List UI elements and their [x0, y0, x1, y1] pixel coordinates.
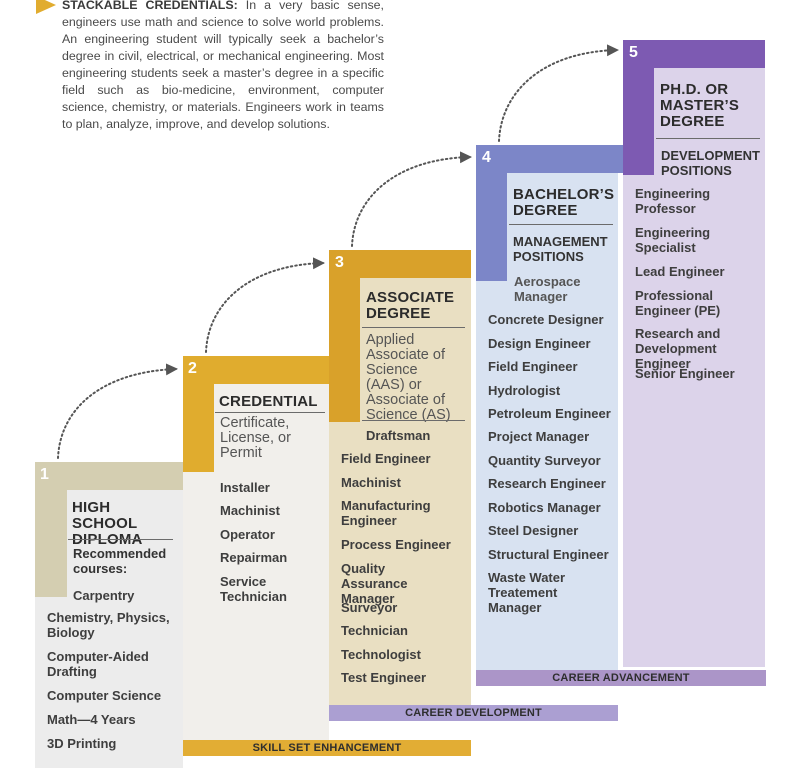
step2-rule	[215, 412, 325, 413]
step2-item: Machinist	[220, 503, 280, 518]
step3-item: Process Engineer	[341, 537, 451, 552]
step5-number: 5	[629, 44, 638, 61]
step3-item: Field Engineer	[341, 451, 431, 466]
step4-item: Quantity Surveyor	[488, 453, 601, 468]
step3-left-bar	[329, 278, 360, 422]
step1-item: 3D Printing	[47, 736, 117, 751]
step2-subtitle: Certificate, License, or Permit	[220, 415, 291, 461]
step1-item: Carpentry	[73, 588, 135, 603]
arrow-1-to-2	[57, 363, 178, 459]
step1-rule	[68, 539, 173, 540]
intro-body: In a very basic sense, engineers use mat…	[62, 0, 384, 131]
step1-item: Computer Science	[47, 688, 162, 703]
step5-left-bar	[623, 68, 654, 175]
step3-subtitle: Applied Associate of Science (AAS) or As…	[366, 332, 451, 423]
step2-number: 2	[188, 360, 197, 377]
step1-item: Math—4 Years	[47, 712, 136, 727]
step4-item: Waste Water Treatement Manager	[488, 570, 566, 615]
step2-item: Repairman	[220, 550, 288, 565]
step5-item: Engineering Professor	[635, 186, 711, 216]
step1-number: 1	[40, 466, 49, 483]
step2-header-block	[183, 356, 329, 384]
step2-item: Operator	[220, 527, 275, 542]
step4-subhead: MANAGEMENT POSITIONS	[513, 234, 608, 264]
step2-item: Service Technician	[220, 574, 287, 604]
step4-left-bar	[476, 173, 507, 281]
step2-item: Installer	[220, 480, 270, 495]
step3-item: Technologist	[341, 647, 421, 662]
step3-item: Draftsman	[366, 428, 431, 443]
step3-number: 3	[335, 254, 344, 271]
step3-item: Manufacturing Engineer	[341, 498, 431, 528]
step4-number: 4	[482, 149, 491, 166]
step5-header-block	[623, 40, 765, 68]
step3-item: Quality Assurance Manager	[341, 561, 408, 606]
step5-item: Engineering Specialist	[635, 225, 711, 255]
step5-rule	[656, 138, 760, 139]
step1-subhead: Recommended courses:	[73, 546, 167, 576]
step4-item: Steel Designer	[488, 523, 579, 538]
step2-left-bar	[183, 384, 214, 472]
step1-item: Chemistry, Physics, Biology	[47, 610, 170, 640]
step4-item: Hydrologist	[488, 383, 561, 398]
intro-paragraph: STACKABLE CREDENTIALS: In a very basic s…	[62, 0, 384, 133]
arrow-2-to-3	[205, 257, 325, 353]
step1-title: HIGH SCHOOL DIPLOMA	[72, 499, 143, 548]
step5-item: Senior Engineer	[635, 366, 735, 381]
step3-item: Surveyor	[341, 600, 398, 615]
step4-item: Field Engineer	[488, 359, 578, 374]
intro-arrow	[36, 0, 56, 14]
step4-item: Concrete Designer	[488, 312, 604, 327]
step5-item: Research and Development Engineer	[635, 326, 721, 371]
step3-rule	[362, 327, 465, 328]
arrow-3-to-4	[351, 151, 472, 247]
step4-rule	[509, 224, 613, 225]
career-advancement-band: CAREER ADVANCEMENT	[476, 670, 766, 686]
step4-item: Project Manager	[488, 429, 590, 444]
step4-item: Petroleum Engineer	[488, 406, 611, 421]
step1-left-bar	[35, 490, 67, 597]
step3-title: ASSOCIATE DEGREE	[366, 289, 455, 322]
step1-header-block	[35, 462, 183, 490]
step5-title: PH.D. OR MASTER’S DEGREE	[660, 81, 740, 130]
step3-item: Technician	[341, 623, 408, 638]
skill-set-enhancement-band: SKILL SET ENHANCEMENT	[183, 740, 471, 756]
intro-lead: STACKABLE CREDENTIALS:	[62, 0, 238, 12]
step4-item: Robotics Manager	[488, 500, 601, 515]
step5-item: Professional Engineer (PE)	[635, 288, 721, 318]
step4-item: Research Engineer	[488, 476, 606, 491]
step4-item: Aerospace Manager	[514, 274, 581, 304]
step4-item: Structural Engineer	[488, 547, 609, 562]
step4-header-block	[476, 145, 623, 173]
arrow-4-to-5	[498, 44, 619, 142]
step2-title: CREDENTIAL	[219, 393, 318, 410]
step3-item: Test Engineer	[341, 670, 427, 685]
step4-title: BACHELOR’S DEGREE	[513, 186, 615, 219]
step4-item: Design Engineer	[488, 336, 591, 351]
step3-item: Machinist	[341, 475, 401, 490]
step1-item: Computer-Aided Drafting	[47, 649, 149, 679]
career-development-band: CAREER DEVELOPMENT	[329, 705, 618, 721]
step5-subhead: DEVELOPMENT POSITIONS	[661, 148, 760, 178]
step3-header-block	[329, 250, 471, 278]
step3-rule-lower	[362, 420, 465, 421]
step5-item: Lead Engineer	[635, 264, 725, 279]
